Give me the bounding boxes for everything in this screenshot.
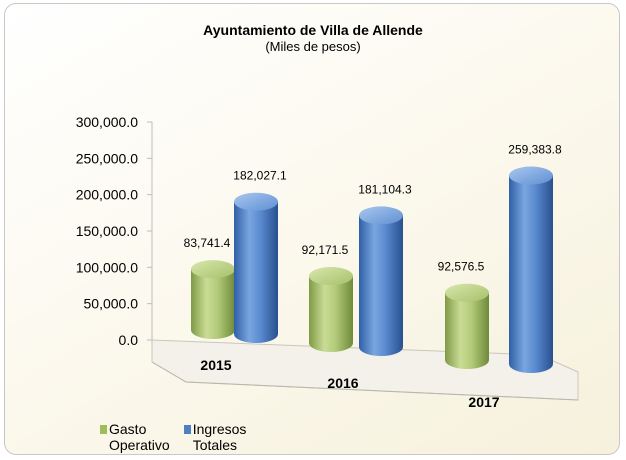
y-tick-label: 200,000.0	[76, 187, 138, 203]
legend-label-operativo: Operativo	[109, 437, 170, 453]
chart-subtitle: (Miles de pesos)	[265, 39, 361, 54]
bar-top	[234, 192, 278, 211]
legend-swatch-green	[100, 425, 107, 434]
y-axis: 0.0 50,000.0 100,000.0 150,000.0 200,000.0 25…	[76, 114, 153, 348]
data-label-ingresos-2015: 182,027.1	[233, 169, 287, 183]
y-tick-label: 50,000.0	[84, 296, 139, 312]
legend: Gasto Operativo Ingresos Totales	[100, 421, 246, 453]
bar-top	[191, 260, 235, 279]
chart-title: Ayuntamiento de Villa de Allende	[203, 22, 423, 38]
x-category-label-2017: 2017	[468, 394, 499, 410]
bars-group	[191, 166, 553, 373]
bar-body	[359, 215, 403, 356]
bar-body	[445, 292, 489, 369]
data-labels: 83,741.4 182,027.1 2015 92,171.5 181,104.3 20…	[184, 143, 562, 410]
bar-body	[234, 201, 278, 343]
y-tick-label: 0.0	[119, 332, 139, 348]
x-category-label-2015: 2015	[200, 357, 231, 373]
floor-edge	[151, 361, 579, 401]
bar-top	[509, 166, 553, 185]
legend-swatch-blue	[183, 425, 191, 434]
bar-gasto-2017	[445, 283, 489, 369]
bar-body	[309, 276, 353, 352]
x-category-label-2016: 2016	[327, 375, 358, 391]
bar-top	[309, 267, 353, 286]
bar-ingresos-2015	[234, 192, 278, 343]
y-tick-label: 100,000.0	[76, 259, 138, 275]
bar-gasto-2015	[191, 260, 235, 339]
y-tick-label: 250,000.0	[76, 150, 138, 166]
bar-body	[191, 269, 235, 339]
bar-gasto-2016	[309, 267, 353, 352]
bar-ingresos-2017	[509, 166, 553, 373]
data-label-ingresos-2017: 259,383.8	[508, 143, 562, 157]
legend-label-ingresos: Ingresos	[192, 421, 247, 437]
data-label-ingresos-2016: 181,104.3	[358, 182, 412, 196]
data-label-gasto-2015: 83,741.4	[184, 236, 231, 250]
bar-top	[445, 283, 489, 302]
legend-item-ingresos-totales: Ingresos Totales	[183, 421, 247, 453]
legend-item-gasto-operativo: Gasto Operativo	[100, 421, 170, 453]
data-label-gasto-2017: 92,576.5	[438, 260, 485, 274]
data-label-gasto-2016: 92,171.5	[302, 243, 349, 257]
legend-label-gasto: Gasto	[109, 421, 147, 437]
bar-top	[359, 206, 403, 225]
legend-label-totales: Totales	[192, 437, 238, 453]
bar-body	[509, 175, 553, 373]
bar-ingresos-2016	[359, 206, 403, 356]
y-tick-label: 300,000.0	[76, 114, 138, 130]
y-tick-label: 150,000.0	[76, 223, 138, 239]
